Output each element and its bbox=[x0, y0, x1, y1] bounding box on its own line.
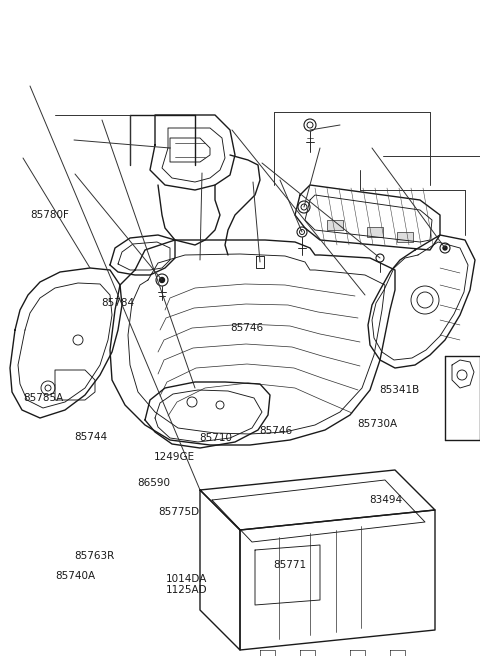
Text: 1125AD: 1125AD bbox=[166, 585, 207, 596]
Text: 85730A: 85730A bbox=[358, 419, 398, 430]
Text: 85784: 85784 bbox=[101, 298, 134, 308]
Text: 1014DA: 1014DA bbox=[166, 574, 207, 584]
Text: 85746: 85746 bbox=[259, 426, 292, 436]
Bar bbox=[327, 220, 343, 230]
Text: 86590: 86590 bbox=[137, 478, 170, 489]
Text: 85710: 85710 bbox=[199, 433, 232, 443]
Text: 85740A: 85740A bbox=[55, 571, 96, 581]
Text: 83494: 83494 bbox=[370, 495, 403, 505]
Circle shape bbox=[159, 277, 165, 283]
Bar bbox=[397, 232, 413, 242]
Text: 85763R: 85763R bbox=[74, 551, 115, 562]
Text: 85775D: 85775D bbox=[158, 506, 200, 517]
Text: 85785A: 85785A bbox=[23, 392, 63, 403]
Text: 85780F: 85780F bbox=[30, 210, 69, 220]
Circle shape bbox=[443, 246, 447, 250]
Text: 85746: 85746 bbox=[230, 323, 264, 333]
Text: 85771: 85771 bbox=[274, 560, 307, 571]
Text: 1249GE: 1249GE bbox=[154, 452, 195, 462]
Text: 85744: 85744 bbox=[74, 432, 108, 442]
Text: 85341B: 85341B bbox=[379, 384, 420, 395]
Bar bbox=[367, 227, 383, 237]
